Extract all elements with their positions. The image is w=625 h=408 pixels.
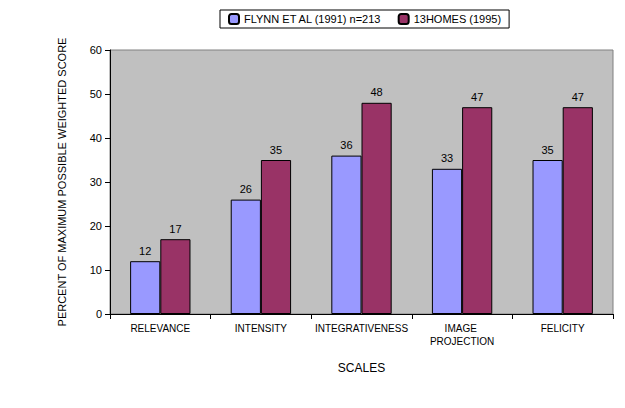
svg-text:48: 48: [370, 86, 382, 98]
svg-text:12: 12: [139, 245, 151, 257]
svg-text:17: 17: [169, 223, 181, 235]
svg-text:RELEVANCE: RELEVANCE: [130, 323, 190, 334]
svg-text:INTEGRATIVENESS: INTEGRATIVENESS: [315, 323, 408, 334]
svg-text:13HOMES (1995): 13HOMES (1995): [414, 13, 501, 25]
svg-text:SCALES: SCALES: [338, 361, 385, 375]
svg-text:10: 10: [90, 264, 102, 276]
svg-text:INTENSITY: INTENSITY: [235, 323, 288, 334]
svg-text:26: 26: [240, 183, 252, 195]
svg-text:47: 47: [471, 91, 483, 103]
svg-text:30: 30: [90, 176, 102, 188]
svg-text:20: 20: [90, 220, 102, 232]
svg-text:36: 36: [340, 139, 352, 151]
svg-text:0: 0: [96, 308, 102, 320]
svg-text:40: 40: [90, 132, 102, 144]
svg-text:FELICITY: FELICITY: [541, 323, 585, 334]
svg-text:IMAGE: IMAGE: [445, 323, 480, 334]
svg-text:35: 35: [270, 144, 282, 156]
svg-text:FLYNN ET AL (1991) n=213: FLYNN ET AL (1991) n=213: [244, 13, 380, 25]
svg-text:PROJECTION: PROJECTION: [430, 336, 494, 347]
svg-text:35: 35: [541, 144, 553, 156]
svg-text:50: 50: [90, 88, 102, 100]
svg-text:60: 60: [90, 44, 102, 56]
svg-text:33: 33: [441, 152, 453, 164]
svg-text:PERCENT OF MAXIMUM POSSIBLE WE: PERCENT OF MAXIMUM POSSIBLE WEIGHTED SCO…: [56, 38, 68, 327]
svg-text:47: 47: [572, 91, 584, 103]
